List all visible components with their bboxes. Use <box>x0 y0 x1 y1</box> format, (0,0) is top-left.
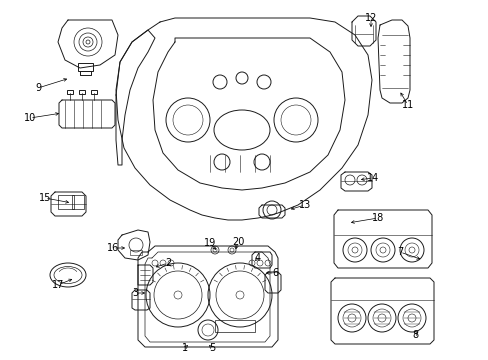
Text: 6: 6 <box>271 268 278 278</box>
Text: 7: 7 <box>396 247 402 257</box>
Bar <box>78 63 93 71</box>
Text: 9: 9 <box>35 83 41 93</box>
Bar <box>58 195 74 209</box>
Text: 8: 8 <box>411 330 417 340</box>
Text: 10: 10 <box>24 113 36 123</box>
Bar <box>72 195 84 209</box>
Text: 19: 19 <box>203 238 216 248</box>
Text: 16: 16 <box>107 243 119 253</box>
Bar <box>130 250 142 255</box>
Text: 2: 2 <box>164 258 171 268</box>
Text: 15: 15 <box>39 193 51 203</box>
Text: 12: 12 <box>364 13 376 23</box>
Bar <box>91 90 97 94</box>
Text: 18: 18 <box>371 213 384 223</box>
Text: 20: 20 <box>231 237 244 247</box>
Text: 1: 1 <box>182 343 188 353</box>
Text: 14: 14 <box>366 173 378 183</box>
Text: 5: 5 <box>208 343 215 353</box>
Bar <box>79 90 85 94</box>
Text: 4: 4 <box>254 253 261 263</box>
Text: 11: 11 <box>401 100 413 110</box>
Text: 3: 3 <box>132 288 138 298</box>
Text: 17: 17 <box>52 280 64 290</box>
Bar <box>215 320 254 332</box>
Bar <box>67 90 73 94</box>
Text: 13: 13 <box>298 200 310 210</box>
